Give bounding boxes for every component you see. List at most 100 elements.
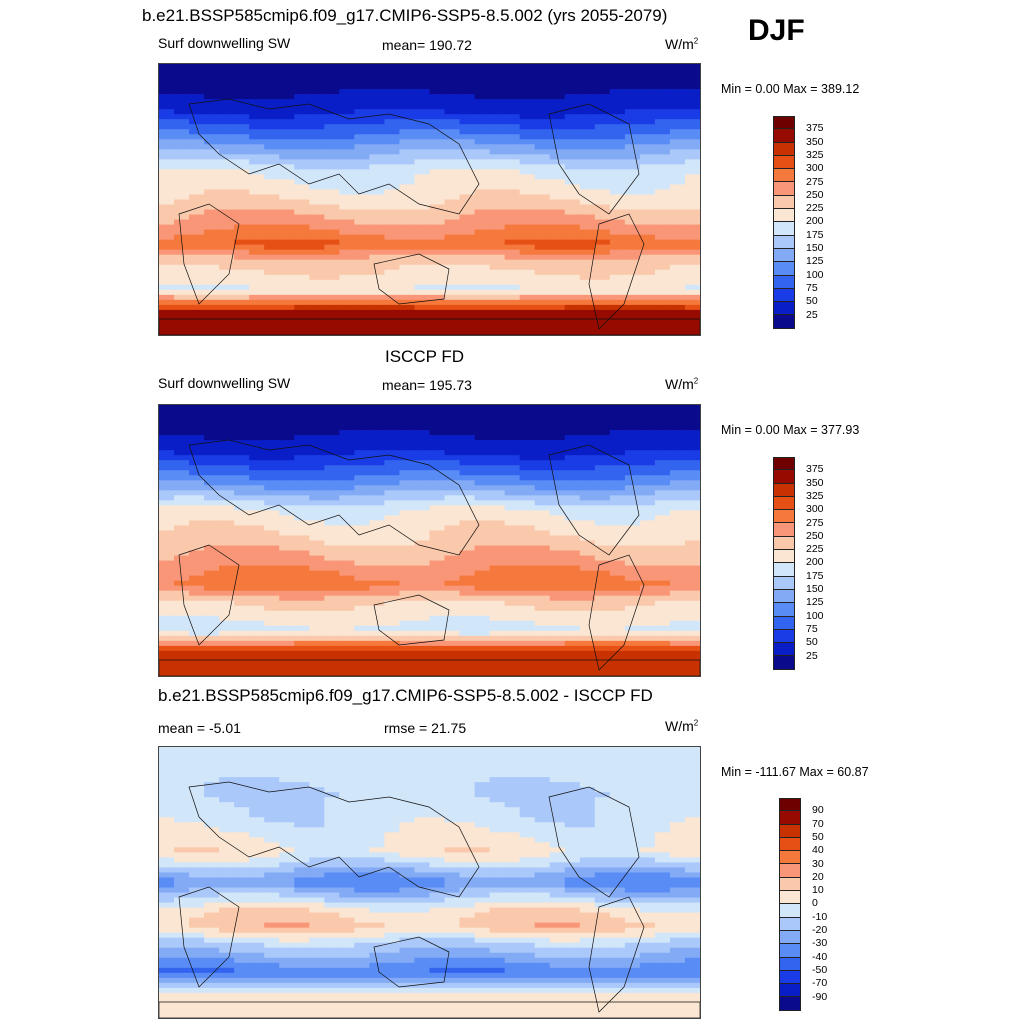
map-cell — [309, 169, 325, 176]
map-cell — [369, 485, 386, 491]
colorbar-swatch — [773, 457, 795, 471]
map-cell — [639, 299, 656, 306]
map-cell — [624, 169, 641, 176]
map-cell — [549, 440, 566, 446]
map-cell — [174, 872, 190, 879]
map-cell — [474, 74, 491, 80]
map-cell — [174, 852, 190, 859]
map-cell — [204, 560, 220, 567]
map-cell — [564, 515, 581, 522]
map-cell — [279, 159, 295, 165]
map-cell — [354, 872, 370, 879]
map-cell — [354, 635, 370, 642]
map-cell — [504, 194, 521, 201]
map-cell — [264, 164, 280, 170]
map-cell — [219, 89, 235, 95]
map-cell — [204, 812, 220, 818]
map-cell — [579, 425, 596, 431]
map-cell — [219, 530, 235, 537]
map-cell — [474, 772, 491, 778]
map-cell — [474, 134, 491, 140]
map-cell — [579, 89, 596, 95]
map-cell — [324, 304, 340, 311]
map-cell — [234, 615, 250, 622]
map-cell — [279, 847, 295, 853]
map-cell — [339, 274, 355, 281]
map-cell — [189, 199, 205, 206]
map-cell — [429, 184, 446, 191]
map-cell — [354, 490, 370, 496]
map-cell — [189, 752, 205, 758]
map-cell — [459, 757, 476, 763]
map-cell — [624, 74, 641, 80]
map-cell — [174, 445, 190, 451]
map-cell — [549, 329, 566, 335]
map-cell — [354, 249, 370, 256]
map-cell — [684, 149, 700, 155]
colorbar-swatch — [773, 483, 795, 497]
map-cell — [654, 435, 671, 441]
map-cell — [384, 169, 401, 176]
map-cell — [504, 595, 521, 602]
map-cell — [474, 847, 491, 853]
map-cell — [399, 610, 416, 617]
map-cell — [444, 239, 461, 246]
map-cell — [474, 480, 491, 486]
map-cell — [684, 460, 700, 466]
map-cell — [549, 309, 566, 316]
map-cell — [294, 94, 310, 100]
map-cell — [624, 590, 641, 597]
map-cell — [624, 530, 641, 537]
map-cell — [534, 189, 551, 196]
map-cell — [369, 515, 386, 522]
map-cell — [264, 420, 280, 426]
map-cell — [399, 144, 416, 150]
map-cell — [519, 314, 536, 321]
map-cell — [204, 640, 220, 647]
map-cell — [279, 515, 295, 522]
map-cell — [234, 254, 250, 261]
map-cell — [234, 224, 250, 231]
map-cell — [624, 650, 641, 657]
map-cell — [459, 665, 476, 672]
map-cell — [219, 159, 235, 165]
map-cell — [444, 84, 461, 90]
map-cell — [324, 259, 340, 266]
map-cell — [189, 655, 205, 662]
map-cell — [279, 64, 295, 70]
map-cell — [324, 289, 340, 296]
map-cell — [249, 530, 265, 537]
map-cell — [429, 827, 446, 833]
map-cell — [534, 802, 551, 808]
map-cell — [594, 857, 611, 864]
map-cell — [474, 757, 491, 763]
map-cell — [354, 620, 370, 627]
map-cell — [294, 189, 310, 196]
map-cell — [354, 565, 370, 572]
map-cell — [549, 144, 566, 150]
map-cell — [399, 284, 416, 291]
map-cell — [564, 164, 581, 170]
map-cell — [234, 525, 250, 532]
map-cell — [219, 79, 235, 85]
map-cell — [429, 460, 446, 466]
map-cell — [624, 535, 641, 542]
map-cell — [639, 510, 656, 517]
map-cell — [159, 872, 175, 879]
map-cell — [459, 159, 476, 165]
map-cell — [339, 525, 355, 532]
map-cell — [444, 505, 461, 511]
map-cell — [519, 239, 536, 246]
map-cell — [189, 119, 205, 125]
map-cell — [369, 319, 386, 326]
map-cell — [534, 405, 551, 411]
map-cell — [294, 184, 310, 191]
map-cell — [669, 89, 686, 95]
map-cell — [309, 500, 325, 506]
map-cell — [384, 670, 401, 676]
map-cell — [549, 104, 566, 110]
map-cell — [309, 640, 325, 647]
map-cell — [519, 802, 536, 808]
map-cell — [489, 565, 506, 572]
map-cell — [204, 475, 220, 481]
